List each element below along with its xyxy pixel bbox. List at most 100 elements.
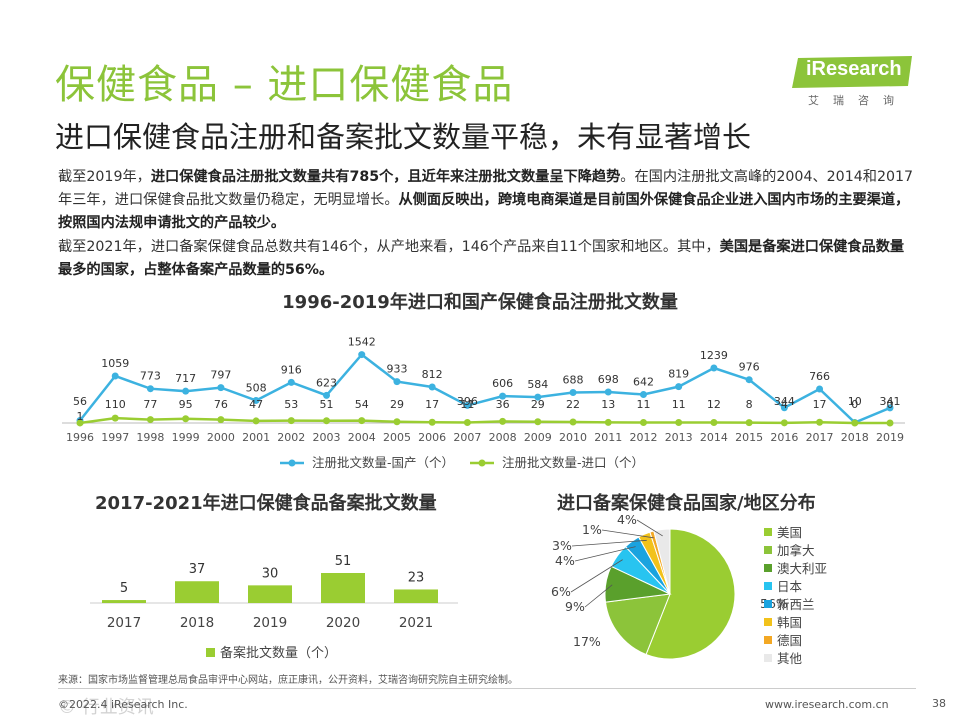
bar [321, 573, 365, 603]
data-label-domestic: 698 [598, 373, 619, 386]
bar [394, 589, 438, 603]
bar-category-label: 2018 [180, 615, 214, 631]
data-label-imported: 8 [746, 398, 753, 411]
x-tick-label: 2009 [524, 431, 552, 444]
data-label-domestic: 642 [633, 376, 654, 389]
data-label-domestic: 766 [809, 370, 830, 383]
data-point [604, 388, 612, 396]
data-point [499, 417, 507, 425]
data-point [816, 385, 824, 393]
line-chart: 1996 1997 1998 1999 2000 2001 2002 2003 2004 2005… [62, 336, 905, 470]
data-point [217, 416, 225, 424]
data-point [886, 404, 894, 412]
bar [248, 585, 292, 603]
x-tick-label: 1998 [136, 431, 164, 444]
pie-legend-marker [764, 618, 772, 626]
data-label-domestic: 1542 [348, 336, 376, 349]
pie-leader-line [601, 529, 654, 539]
x-tick-label: 2001 [242, 431, 270, 444]
x-tick-label: 2006 [418, 431, 446, 444]
data-label-domestic: 341 [880, 395, 901, 408]
logo-badge [792, 56, 912, 88]
bar-legend-label: 备案批文数量（个） [220, 645, 337, 661]
x-tick-label: 2002 [277, 431, 305, 444]
data-label-imported: 11 [460, 398, 474, 411]
legend-label: 注册批文数量-进口（个） [502, 455, 644, 470]
data-label-domestic: 819 [668, 368, 689, 381]
data-label-imported: 0 [887, 398, 894, 411]
bar-chart: 5 2017 37 2018 30 2019 51 2020 23 2021 备案批文数量（个） [90, 554, 458, 661]
data-point [111, 372, 119, 380]
data-point [182, 387, 190, 395]
p1-text-bold-1: 进口保健食品注册批文数量共有785个，且近年来注册批文数量呈下降趋势 [150, 169, 621, 185]
x-tick-label: 2012 [629, 431, 657, 444]
data-point [780, 404, 788, 412]
pie-legend-label: 加拿大 [777, 543, 815, 558]
series-line-imported [79, 416, 890, 425]
data-point [287, 378, 295, 386]
pie-legend-label: 澳大利亚 [777, 561, 827, 576]
data-label-domestic: 396 [457, 395, 478, 408]
data-label-imported: 22 [566, 398, 580, 411]
data-label-domestic: 1059 [101, 357, 129, 370]
bar-value-label: 37 [189, 562, 206, 577]
pie-leader-line [636, 519, 663, 537]
pie-value-label: 3% [552, 538, 572, 553]
data-label-domestic: 1239 [700, 349, 728, 362]
pie-slice-7 [653, 528, 671, 595]
logo-cn-text: 艾瑞咨询 [808, 94, 908, 107]
bar-value-label: 51 [335, 554, 352, 569]
x-tick-label: 2000 [207, 431, 235, 444]
pie-legend-marker [764, 546, 772, 554]
pie-slice-0 [645, 528, 736, 660]
data-point [745, 376, 753, 384]
p1-text-bold-2: 从侧面反映出，跨境电商渠道是目前国外保健食品企业进入国内市场的主要渠道，按照国内… [58, 192, 910, 232]
data-point [604, 418, 612, 426]
bar [102, 600, 146, 603]
data-point [463, 419, 471, 427]
data-label-domestic: 508 [246, 381, 267, 394]
data-label-imported: 53 [284, 398, 298, 411]
pie-legend-label: 韩国 [777, 615, 802, 630]
data-label-imported: 29 [531, 398, 545, 411]
logo-text: iResearch [806, 58, 902, 80]
pie-leader-line [570, 559, 623, 593]
data-point [428, 418, 436, 426]
data-point [111, 414, 119, 422]
pie-value-label: 9% [565, 599, 585, 614]
data-point [358, 351, 366, 359]
bar-category-label: 2021 [399, 615, 433, 631]
data-point [252, 417, 260, 425]
data-point [745, 419, 753, 427]
x-tick-label: 2014 [700, 431, 728, 444]
data-point [76, 419, 84, 427]
pie-legend-marker [764, 600, 772, 608]
data-label-domestic: 584 [527, 378, 548, 391]
data-label-imported: 11 [672, 398, 686, 411]
data-point [217, 384, 225, 392]
data-point [569, 388, 577, 396]
data-point [710, 364, 718, 372]
data-point [710, 418, 718, 426]
data-label-imported: 1 [77, 410, 84, 423]
data-point [675, 383, 683, 391]
x-tick-label: 2005 [383, 431, 411, 444]
data-label-imported: 17 [425, 398, 439, 411]
website-link[interactable]: www.iresearch.com.cn [765, 698, 889, 711]
bar-category-label: 2017 [107, 615, 141, 631]
data-label-imported: 11 [636, 398, 650, 411]
x-tick-label: 2019 [876, 431, 904, 444]
data-label-domestic: 916 [281, 363, 302, 376]
data-label-domestic: 688 [563, 373, 584, 386]
data-label-imported: 76 [214, 398, 228, 411]
pie-chart-title: 进口备案保健食品国家/地区分布 [557, 493, 816, 514]
data-point [428, 383, 436, 391]
page-title: 保健食品 – 进口保健食品 [55, 62, 514, 108]
bar-category-label: 2019 [253, 615, 287, 631]
pie-leader-line [574, 546, 636, 562]
pie-legend-marker [764, 582, 772, 590]
x-tick-label: 2018 [841, 431, 869, 444]
pie-value-label: 4% [555, 553, 575, 568]
data-point [252, 396, 260, 404]
data-label-domestic: 56 [73, 395, 87, 408]
